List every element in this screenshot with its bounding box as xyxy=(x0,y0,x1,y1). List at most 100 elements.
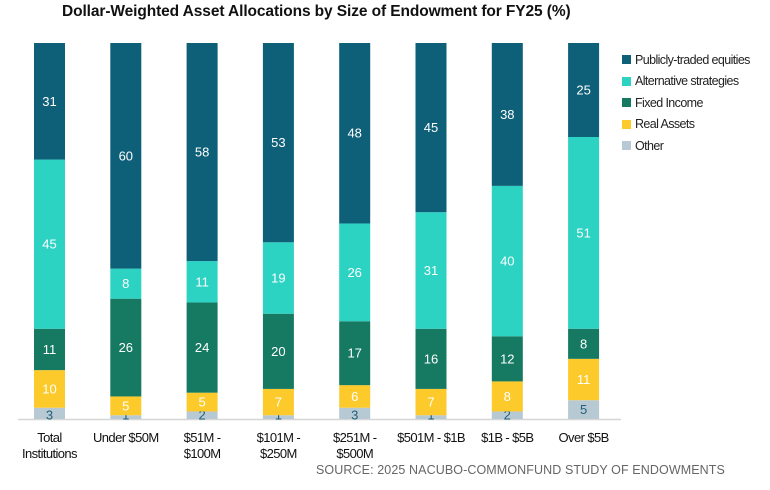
source-note: SOURCE: 2025 NACUBO-COMMONFUND STUDY OF … xyxy=(316,463,725,477)
bar-segment-real-assets xyxy=(186,392,218,412)
x-tick-label: $250M xyxy=(260,446,297,461)
data-label: 7 xyxy=(275,395,282,410)
x-tick-label: $1B - $5B xyxy=(481,430,533,445)
bar-segment-alternative-strategies xyxy=(339,223,371,322)
data-label: 10 xyxy=(42,381,56,396)
data-label: 3 xyxy=(46,408,53,423)
x-tick-label: $251M - xyxy=(333,430,377,445)
bar-segment-fixed-income xyxy=(491,336,523,382)
legend-item: Fixed Income xyxy=(622,92,750,114)
data-label: 2 xyxy=(198,408,205,423)
data-label: 11 xyxy=(577,372,591,387)
bar-segment-real-assets xyxy=(339,385,371,408)
legend-item: Alternative strategies xyxy=(622,71,750,93)
legend-item: Real Assets xyxy=(622,114,750,136)
legend-label: Publicly-traded equities xyxy=(635,52,750,67)
legend-label: Alternative strategies xyxy=(635,74,739,89)
data-label: 60 xyxy=(119,148,133,163)
data-label: 31 xyxy=(424,263,438,278)
data-label: 3 xyxy=(351,408,358,423)
data-label: 51 xyxy=(576,225,590,240)
data-label: 53 xyxy=(271,135,285,150)
data-label: 38 xyxy=(500,107,514,122)
data-label: 8 xyxy=(504,389,511,404)
data-label: 45 xyxy=(424,120,438,135)
legend-swatch xyxy=(622,55,631,65)
data-label: 58 xyxy=(195,145,209,160)
data-label: 48 xyxy=(347,126,361,141)
bar-segment-alternative-strategies xyxy=(262,242,294,314)
bar-segment-publicly-traded-equities xyxy=(262,43,294,243)
bar-segment-publicly-traded-equities xyxy=(415,43,447,213)
x-tick-label: $51M - xyxy=(184,430,221,445)
bar-segment-alternative-strategies xyxy=(34,159,65,329)
x-tick-label: Institutions xyxy=(22,446,78,461)
bar-segment-real-assets xyxy=(415,388,447,416)
bar-segment-alternative-strategies xyxy=(110,268,142,299)
data-label: 8 xyxy=(580,336,587,351)
legend-label: Other xyxy=(635,138,664,153)
x-tick-label: $100M xyxy=(184,446,221,461)
bar-segment-publicly-traded-equities xyxy=(110,43,142,269)
bar-segment-fixed-income xyxy=(339,321,371,386)
data-label: 40 xyxy=(500,254,514,269)
bar-segment-alternative-strategies xyxy=(186,261,218,303)
bar-segment-fixed-income xyxy=(568,328,600,359)
bar-segment-fixed-income xyxy=(262,313,294,389)
bar-segment-other xyxy=(568,400,600,419)
data-label: 24 xyxy=(195,340,209,355)
bar-segment-other xyxy=(415,415,447,419)
bar-segment-alternative-strategies xyxy=(415,212,447,329)
bar-segment-real-assets xyxy=(568,358,600,401)
data-label: 25 xyxy=(576,83,590,98)
bar-segment-real-assets xyxy=(34,370,65,408)
bar-segment-real-assets xyxy=(110,396,142,416)
bar-segment-fixed-income xyxy=(110,298,142,397)
data-label: 20 xyxy=(271,344,285,359)
legend-label: Fixed Income xyxy=(635,95,703,110)
bar-segment-other xyxy=(491,411,523,419)
bar-segment-real-assets xyxy=(491,381,523,412)
data-label: 5 xyxy=(198,395,205,410)
x-tick-label: $101M - xyxy=(257,430,301,445)
legend: Publicly-traded equities Alternative stra… xyxy=(622,49,750,157)
legend-item: Other xyxy=(622,135,750,157)
data-label: 31 xyxy=(42,94,56,109)
x-tick-label: Under $50M xyxy=(93,430,159,445)
legend-label: Real Assets xyxy=(635,117,695,132)
data-label: 11 xyxy=(195,274,209,289)
bar-segment-fixed-income xyxy=(34,328,65,371)
data-label: 19 xyxy=(271,271,285,286)
bar-segment-other xyxy=(34,407,65,419)
bar-segment-publicly-traded-equities xyxy=(34,43,65,160)
data-label: 5 xyxy=(122,398,129,413)
bar-segment-fixed-income xyxy=(415,328,447,389)
bar-segment-other xyxy=(186,411,218,419)
data-label: 45 xyxy=(42,237,56,252)
bar-segment-real-assets xyxy=(262,388,294,416)
data-label: 7 xyxy=(427,395,434,410)
data-label: 11 xyxy=(43,342,57,357)
data-label: 26 xyxy=(119,340,133,355)
bar-segment-other xyxy=(262,415,294,419)
legend-swatch xyxy=(622,98,631,108)
data-label: 2 xyxy=(504,408,511,423)
bar-segment-other xyxy=(110,415,142,419)
bar-segment-publicly-traded-equities xyxy=(186,43,218,262)
legend-swatch xyxy=(622,119,631,129)
x-tick-label: Total xyxy=(37,430,62,445)
data-label: 26 xyxy=(347,265,361,280)
bar-segment-publicly-traded-equities xyxy=(491,43,523,186)
chart-title: Dollar-Weighted Asset Allocations by Siz… xyxy=(62,3,571,20)
data-label: 17 xyxy=(347,346,361,361)
data-label: 16 xyxy=(424,351,438,366)
bar-segment-fixed-income xyxy=(186,302,218,393)
data-label: 8 xyxy=(122,276,129,291)
legend-swatch xyxy=(622,76,631,86)
bar-segment-other xyxy=(339,407,371,419)
data-label: 12 xyxy=(500,351,514,366)
legend-swatch xyxy=(622,141,631,151)
data-label: 5 xyxy=(580,402,587,417)
x-tick-label: Over $5B xyxy=(559,430,609,445)
